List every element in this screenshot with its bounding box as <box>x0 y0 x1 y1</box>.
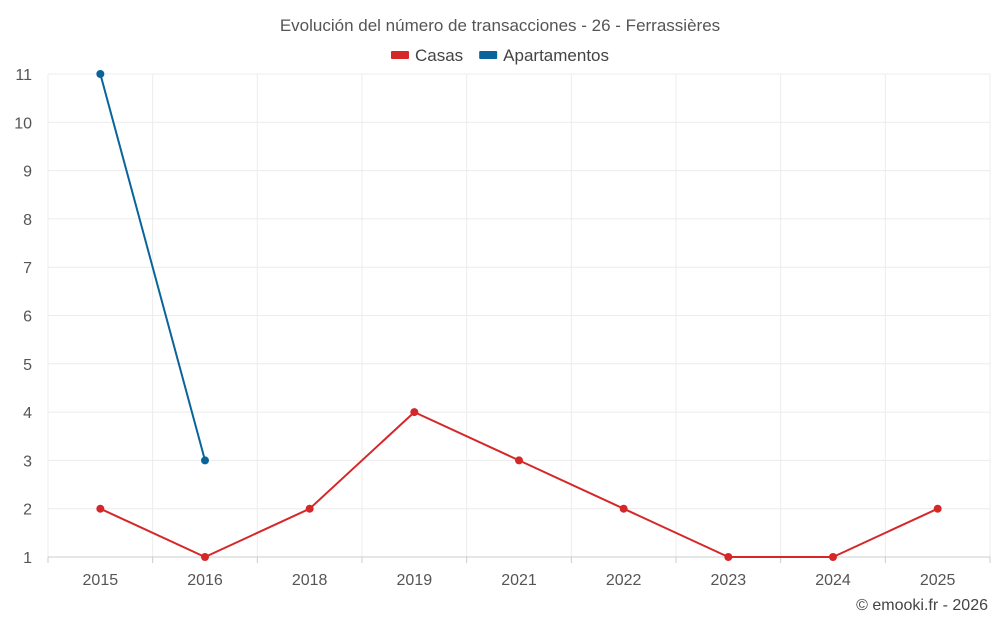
legend-swatch-casas <box>390 51 409 59</box>
y-tick-label: 11 <box>15 67 32 84</box>
y-tick-label: 7 <box>23 260 32 277</box>
x-tick-label: 2016 <box>187 572 223 589</box>
y-tick-label: 10 <box>14 115 32 132</box>
y-tick-label: 5 <box>23 357 32 374</box>
y-tick-label: 2 <box>23 502 32 519</box>
x-tick-label: 2019 <box>397 572 433 589</box>
x-tick-label: 2018 <box>292 572 328 589</box>
series-group <box>96 70 942 561</box>
x-tick-label: 2025 <box>920 572 956 589</box>
y-tick-label: 9 <box>23 164 32 181</box>
credit-text: © emooki.fr - 2026 <box>856 597 988 614</box>
y-tick-label: 1 <box>23 550 32 567</box>
y-tick-label: 6 <box>23 309 32 326</box>
data-point-casas <box>305 504 314 513</box>
y-tick-label: 8 <box>23 212 32 229</box>
series-apartamentos <box>96 70 209 465</box>
data-point-casas <box>724 553 733 561</box>
axes: 1 2 3 4 5 6 7 8 9 10 11 2015 2016 2018 2019 2021 2022 202… <box>14 67 991 589</box>
series-line-apartamentos <box>99 73 206 461</box>
x-tick-label: 2022 <box>606 572 642 589</box>
x-tick-label: 2023 <box>711 572 747 589</box>
series-casas <box>96 408 942 561</box>
data-point-casas <box>410 408 419 417</box>
legend-label-apartamentos[interactable]: Apartamentos <box>503 46 609 65</box>
legend-swatch-apartamentos <box>479 51 498 59</box>
data-point-apartamentos <box>96 70 105 78</box>
x-tick-label: 2024 <box>815 572 851 589</box>
y-tick-label: 3 <box>23 453 32 470</box>
legend-label-casas[interactable]: Casas <box>415 46 463 65</box>
series-line-casas <box>99 411 939 558</box>
x-tick-label: 2021 <box>501 572 537 589</box>
y-tick-label: 4 <box>23 405 32 422</box>
data-point-casas <box>515 456 523 465</box>
data-point-casas <box>829 553 837 561</box>
data-point-apartamentos <box>201 456 209 465</box>
data-point-casas <box>201 553 209 561</box>
grid <box>47 73 991 558</box>
data-point-casas <box>619 504 628 513</box>
x-tick-label: 2015 <box>83 572 119 589</box>
data-point-casas <box>933 504 942 513</box>
legend: Casas Apartamentos <box>390 46 609 65</box>
data-point-casas <box>96 504 105 513</box>
chart-title: Evolución del número de transacciones - … <box>280 16 720 35</box>
